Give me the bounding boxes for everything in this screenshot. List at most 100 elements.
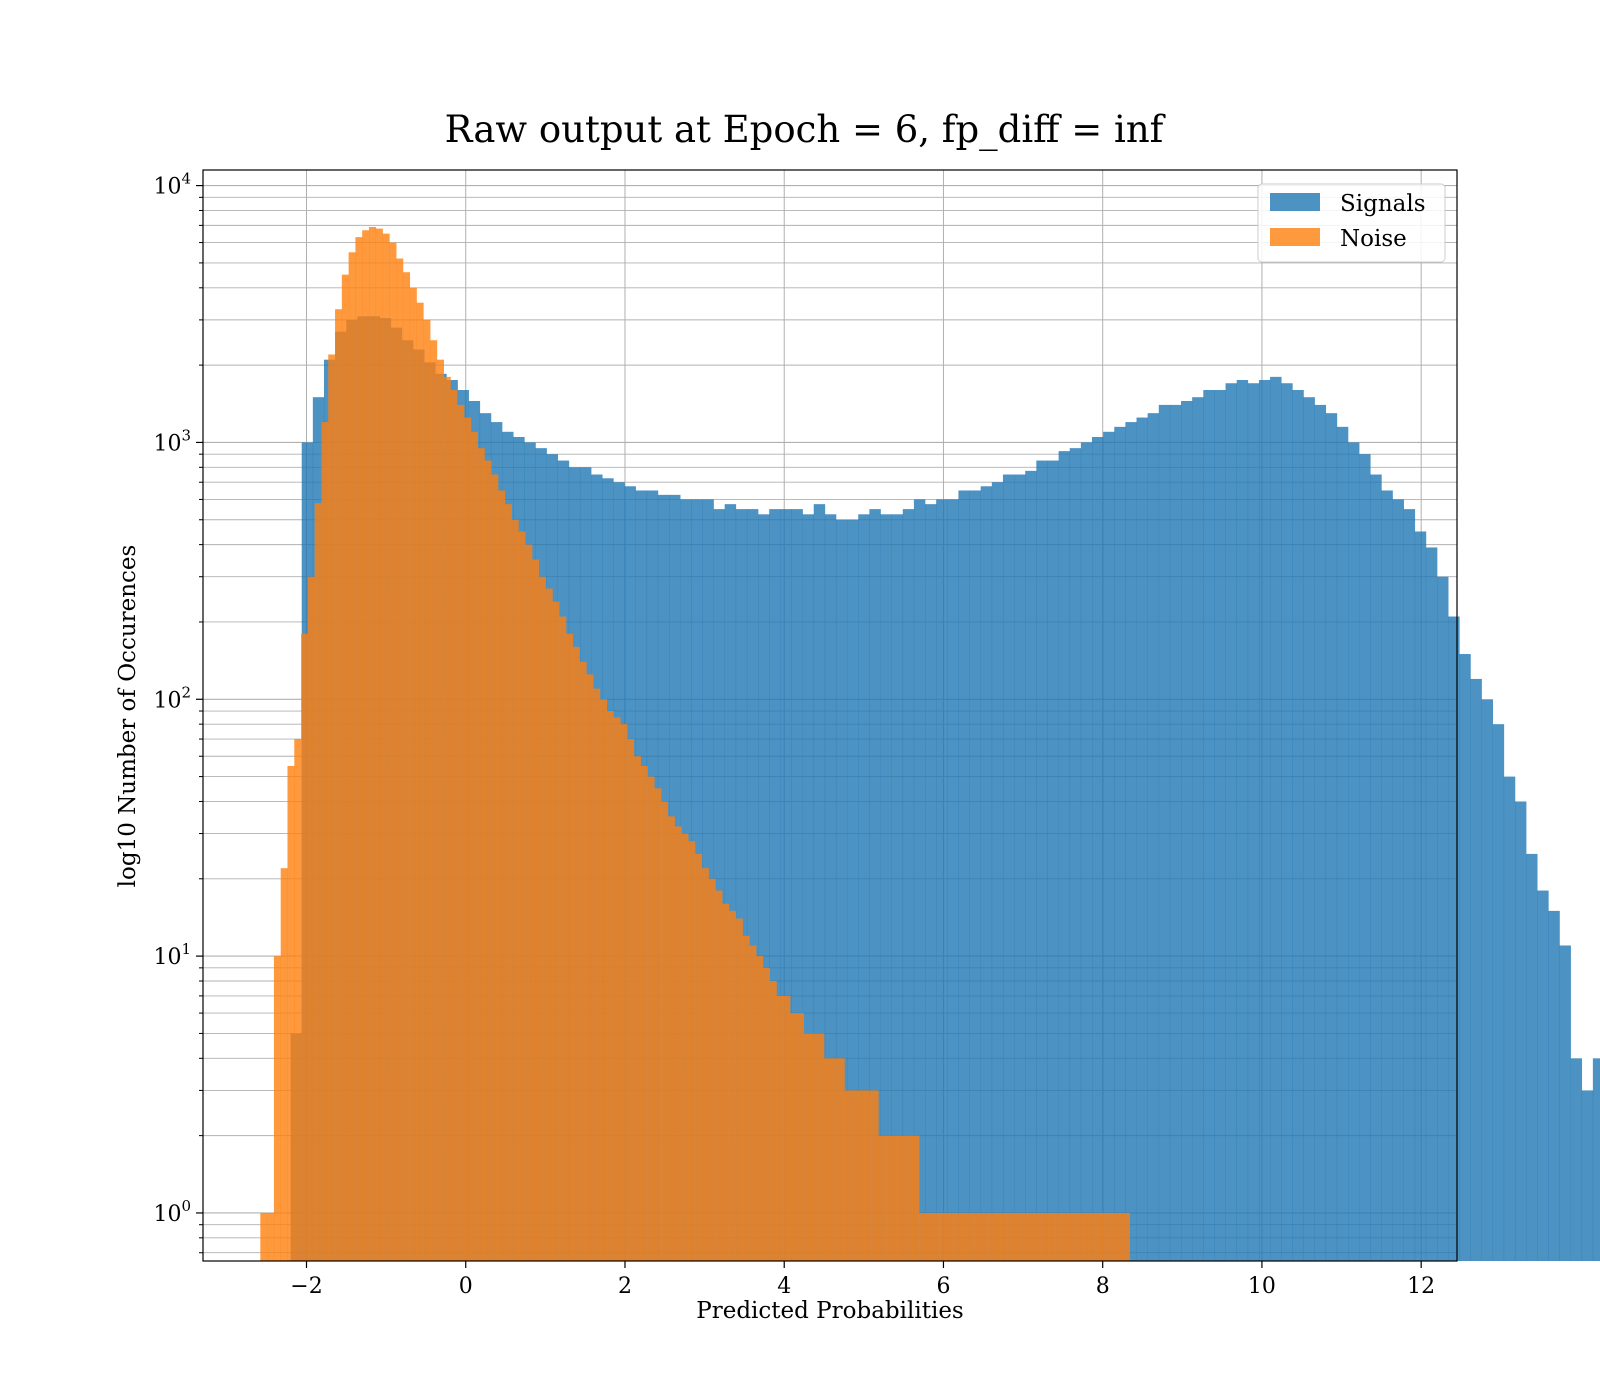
bar bbox=[851, 1090, 859, 1261]
bar bbox=[396, 258, 404, 1261]
bar bbox=[321, 422, 329, 1261]
bar bbox=[847, 519, 859, 1261]
bar bbox=[891, 1135, 900, 1261]
legend: Signals Noise bbox=[1257, 183, 1446, 263]
y-tick-label: 104 bbox=[153, 170, 191, 200]
bar bbox=[1425, 547, 1438, 1261]
bar bbox=[694, 853, 703, 1261]
x-axis-ticks: −2 0 2 4 6 8 10 12 bbox=[290, 1261, 1435, 1299]
bar bbox=[758, 514, 770, 1261]
bar bbox=[802, 514, 815, 1261]
y-tick-label: 102 bbox=[153, 683, 191, 713]
legend-label-signals: Signals bbox=[1340, 191, 1426, 217]
y-tick-label: 101 bbox=[153, 940, 191, 970]
bar bbox=[1581, 1090, 1594, 1261]
bar bbox=[913, 499, 926, 1262]
bar bbox=[1034, 1212, 1042, 1261]
bar bbox=[715, 890, 723, 1261]
bar bbox=[925, 504, 937, 1261]
bar bbox=[579, 661, 587, 1261]
bar bbox=[1414, 531, 1427, 1261]
bar bbox=[301, 633, 309, 1261]
bar bbox=[1381, 490, 1393, 1261]
bar bbox=[783, 995, 791, 1261]
bar bbox=[891, 514, 904, 1261]
bar bbox=[1281, 383, 1293, 1261]
bar bbox=[810, 1033, 818, 1261]
bar bbox=[1303, 397, 1315, 1261]
bar bbox=[966, 1212, 974, 1261]
bar bbox=[436, 359, 444, 1261]
bar bbox=[314, 503, 322, 1261]
bar bbox=[858, 514, 870, 1261]
bar bbox=[1116, 1212, 1124, 1261]
x-tick-label: 0 bbox=[459, 1274, 473, 1299]
bar bbox=[905, 1135, 913, 1261]
bar bbox=[824, 1058, 832, 1261]
bar bbox=[813, 504, 826, 1261]
bar bbox=[1247, 383, 1260, 1261]
bar bbox=[946, 1212, 954, 1261]
bar bbox=[735, 509, 748, 1261]
y-axis-label: log10 Number of Occurences bbox=[115, 545, 141, 888]
bar bbox=[260, 1212, 268, 1261]
bar bbox=[1020, 1212, 1029, 1261]
bar bbox=[1325, 413, 1338, 1262]
bar bbox=[1136, 417, 1148, 1261]
bar bbox=[724, 504, 737, 1261]
bar bbox=[674, 826, 682, 1261]
bar bbox=[1002, 474, 1015, 1261]
bar bbox=[1214, 390, 1226, 1261]
bar bbox=[844, 1090, 852, 1261]
bar bbox=[980, 486, 993, 1261]
bar bbox=[470, 431, 478, 1261]
bar bbox=[790, 1013, 798, 1261]
bar bbox=[1114, 426, 1126, 1261]
bar bbox=[280, 868, 288, 1261]
bar bbox=[362, 230, 370, 1262]
bar bbox=[335, 309, 343, 1261]
bar bbox=[559, 616, 567, 1261]
bar bbox=[898, 1135, 906, 1261]
bar bbox=[1158, 404, 1171, 1261]
bar bbox=[791, 509, 803, 1261]
bar bbox=[504, 504, 512, 1261]
bar bbox=[817, 1033, 825, 1261]
bar bbox=[1014, 1212, 1022, 1261]
bar bbox=[869, 509, 881, 1261]
bar bbox=[627, 739, 635, 1261]
bar bbox=[640, 765, 648, 1261]
bar bbox=[1047, 460, 1059, 1261]
bar bbox=[328, 354, 336, 1261]
bar bbox=[423, 319, 431, 1261]
bar bbox=[936, 499, 948, 1262]
bar bbox=[1437, 576, 1449, 1261]
bar bbox=[728, 910, 737, 1261]
bar bbox=[837, 1058, 845, 1261]
bar bbox=[348, 252, 356, 1262]
bar bbox=[864, 1090, 872, 1261]
bar bbox=[1014, 474, 1026, 1261]
bar bbox=[776, 995, 784, 1261]
bar bbox=[525, 544, 533, 1261]
bar bbox=[667, 816, 675, 1261]
bar bbox=[341, 274, 349, 1261]
bar bbox=[593, 688, 601, 1261]
series-noise bbox=[260, 226, 1130, 1262]
bar bbox=[1041, 1212, 1049, 1261]
bar bbox=[1068, 1212, 1076, 1261]
bar bbox=[402, 272, 411, 1262]
y-tick-label: 103 bbox=[153, 426, 191, 456]
bar bbox=[1392, 499, 1404, 1262]
bar bbox=[749, 945, 757, 1261]
bar bbox=[1192, 397, 1204, 1261]
bar bbox=[1048, 1212, 1056, 1261]
bar bbox=[932, 1212, 940, 1261]
bar bbox=[1526, 853, 1538, 1261]
legend-label-noise: Noise bbox=[1340, 226, 1407, 252]
bar bbox=[769, 980, 777, 1261]
bar bbox=[1147, 413, 1160, 1262]
bar bbox=[647, 776, 655, 1261]
bar bbox=[1075, 1212, 1083, 1261]
x-tick-label: 10 bbox=[1248, 1274, 1276, 1299]
